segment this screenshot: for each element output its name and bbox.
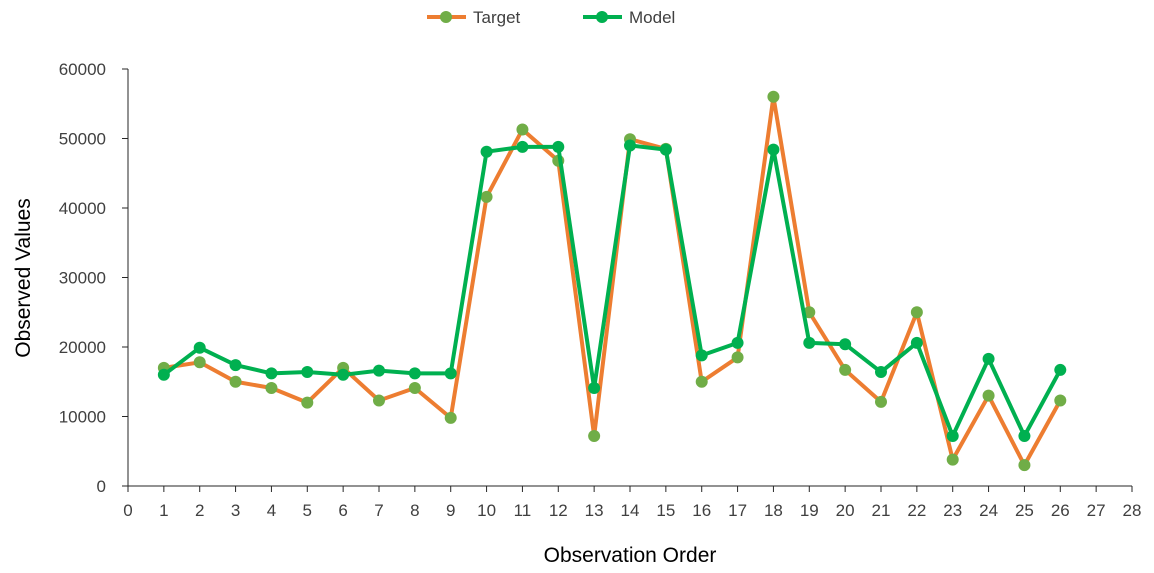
data-point-target bbox=[301, 396, 314, 409]
legend-swatch-marker-model bbox=[596, 11, 608, 23]
y-tick-label: 60000 bbox=[59, 60, 106, 79]
data-point-target bbox=[946, 453, 959, 466]
x-tick-label: 14 bbox=[621, 501, 640, 520]
data-point-target bbox=[839, 363, 852, 376]
series-target bbox=[157, 90, 1067, 472]
x-tick-label: 5 bbox=[303, 501, 312, 520]
legend-label-model: Model bbox=[629, 8, 675, 27]
data-point-model bbox=[839, 338, 852, 351]
series-layer bbox=[157, 90, 1067, 472]
legend-label-target: Target bbox=[473, 8, 521, 27]
data-point-target bbox=[767, 90, 780, 103]
data-point-target bbox=[265, 382, 278, 395]
data-point-model bbox=[229, 359, 242, 372]
data-point-target bbox=[982, 389, 995, 402]
data-point-model bbox=[444, 367, 457, 380]
x-tick-label: 16 bbox=[692, 501, 711, 520]
data-point-model bbox=[659, 143, 672, 156]
data-point-target bbox=[695, 375, 708, 388]
y-axis-title: Observed Values bbox=[12, 198, 35, 358]
x-tick-label: 19 bbox=[800, 501, 819, 520]
data-point-target bbox=[444, 411, 457, 424]
x-tick-label: 28 bbox=[1123, 501, 1142, 520]
data-point-model bbox=[1018, 429, 1031, 442]
x-tick-label: 27 bbox=[1087, 501, 1106, 520]
x-tick-label: 12 bbox=[549, 501, 568, 520]
data-point-model bbox=[552, 140, 565, 153]
x-tick-label: 13 bbox=[585, 501, 604, 520]
data-point-model bbox=[408, 367, 421, 380]
y-tick-label: 40000 bbox=[59, 199, 106, 218]
data-point-model bbox=[695, 349, 708, 362]
data-point-model bbox=[516, 140, 529, 153]
x-tick-label: 17 bbox=[728, 501, 747, 520]
data-point-target bbox=[1054, 394, 1067, 407]
x-tick-label: 0 bbox=[123, 501, 132, 520]
data-point-model bbox=[301, 366, 314, 379]
data-point-model bbox=[803, 336, 816, 349]
series-line-target bbox=[161, 94, 1063, 468]
data-point-target bbox=[408, 382, 421, 395]
data-point-target bbox=[588, 429, 601, 442]
y-tick-label: 20000 bbox=[59, 338, 106, 357]
data-point-model bbox=[337, 368, 350, 381]
chart-legend: Target Model bbox=[427, 8, 675, 27]
data-point-model bbox=[910, 336, 923, 349]
x-tick-label: 1 bbox=[159, 501, 168, 520]
data-point-target bbox=[373, 394, 385, 407]
data-point-target bbox=[1018, 459, 1031, 472]
data-point-model bbox=[480, 145, 493, 158]
x-tick-label: 24 bbox=[979, 501, 998, 520]
x-tick-label: 20 bbox=[836, 501, 855, 520]
data-point-target bbox=[229, 375, 242, 388]
data-point-model bbox=[946, 429, 959, 442]
y-tick-label: 10000 bbox=[59, 408, 106, 427]
x-tick-label: 9 bbox=[446, 501, 455, 520]
x-tick-label: 4 bbox=[267, 501, 276, 520]
x-tick-label: 25 bbox=[1015, 501, 1034, 520]
data-point-model bbox=[731, 336, 744, 349]
data-point-model bbox=[265, 367, 278, 380]
data-point-target bbox=[803, 306, 816, 319]
legend-swatch-marker-target bbox=[440, 11, 452, 23]
y-tick-label: 0 bbox=[97, 477, 106, 496]
x-tick-label: 21 bbox=[872, 501, 891, 520]
data-point-model bbox=[588, 382, 601, 395]
data-point-model bbox=[982, 352, 995, 365]
data-point-model bbox=[767, 143, 780, 156]
data-point-model bbox=[875, 366, 887, 379]
data-point-target bbox=[731, 351, 744, 364]
x-tick-label: 23 bbox=[943, 501, 962, 520]
data-point-model bbox=[157, 368, 170, 381]
data-point-model bbox=[373, 364, 385, 377]
x-tick-label: 22 bbox=[907, 501, 926, 520]
data-point-target bbox=[193, 356, 206, 369]
x-axis-title: Observation Order bbox=[544, 544, 717, 567]
y-tick-label: 30000 bbox=[59, 269, 106, 288]
data-point-target bbox=[516, 123, 529, 136]
data-point-target bbox=[910, 306, 923, 319]
x-tick-label: 18 bbox=[764, 501, 783, 520]
data-point-model bbox=[624, 139, 636, 152]
data-point-target bbox=[875, 395, 887, 408]
x-tick-label: 8 bbox=[410, 501, 419, 520]
series-model bbox=[157, 139, 1067, 442]
data-point-target bbox=[480, 190, 493, 203]
x-tick-label: 7 bbox=[374, 501, 383, 520]
x-tick-label: 11 bbox=[514, 501, 532, 520]
x-tick-label: 2 bbox=[195, 501, 204, 520]
x-tick-label: 6 bbox=[338, 501, 347, 520]
y-tick-label: 50000 bbox=[59, 130, 106, 149]
data-point-model bbox=[193, 341, 206, 354]
x-tick-label: 10 bbox=[477, 501, 496, 520]
x-tick-label: 15 bbox=[656, 501, 675, 520]
x-tick-label: 3 bbox=[231, 501, 240, 520]
x-tick-label: 26 bbox=[1051, 501, 1070, 520]
data-point-model bbox=[1054, 363, 1067, 376]
